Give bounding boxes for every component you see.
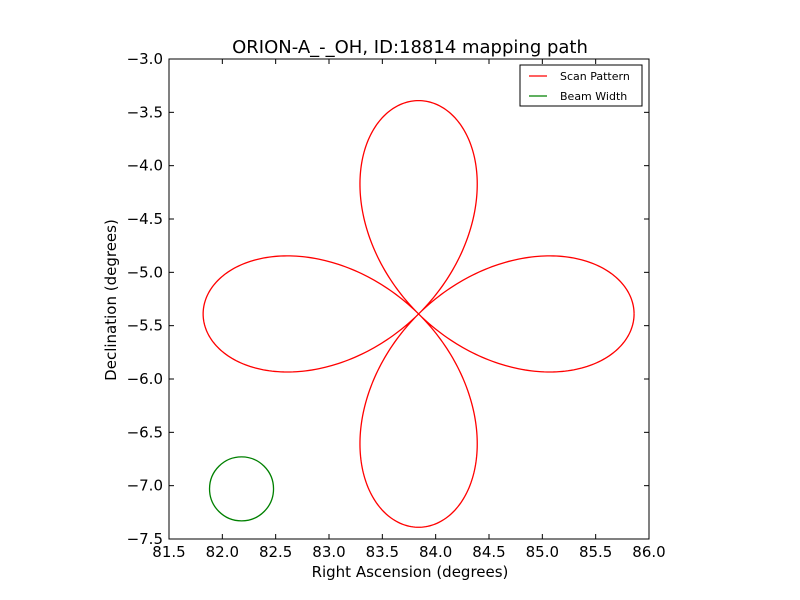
y-tick-label: −4.0 — [127, 157, 163, 175]
x-tick-label: 85.5 — [579, 543, 612, 561]
plot-area — [168, 58, 650, 540]
series-scan-pattern — [202, 99, 635, 528]
legend-label: Scan Pattern — [560, 70, 630, 83]
y-tick-label: −7.0 — [127, 477, 163, 495]
y-tick-label: −3.5 — [127, 103, 163, 121]
x-tick-label: 85.0 — [526, 543, 559, 561]
y-axis: −3.0 −3.5 −4.0 −4.5 −5.0 −5.5 −6.0 −6.5 −7.0 −7.5 — [127, 50, 649, 548]
y-tick-label: −5.0 — [127, 263, 163, 281]
x-tick-label: 82.5 — [259, 543, 292, 561]
legend: Scan Pattern Beam Width — [519, 64, 643, 107]
y-tick-label: −7.5 — [127, 530, 163, 548]
x-tick-label: 84.0 — [419, 543, 452, 561]
legend-box — [519, 64, 643, 107]
axes-frame — [168, 58, 650, 540]
chart-title: ORION-A_-_OH, ID:18814 mapping path — [232, 37, 588, 58]
x-axis-label: Right Ascension (degrees) — [312, 563, 509, 581]
y-tick-label: −3.0 — [127, 50, 163, 68]
x-tick-label: 84.5 — [472, 543, 505, 561]
x-tick-label: 83.0 — [312, 543, 345, 561]
y-tick-label: −6.5 — [127, 423, 163, 441]
y-tick-label: −4.5 — [127, 210, 163, 228]
x-tick-label: 86.0 — [632, 543, 665, 561]
x-tick-label: 81.5 — [152, 543, 185, 561]
y-axis-label: Declination (degrees) — [102, 219, 120, 381]
y-tick-label: −6.0 — [127, 370, 163, 388]
legend-label: Beam Width — [560, 90, 627, 103]
y-tick-label: −5.5 — [127, 317, 163, 335]
x-tick-label: 82.0 — [206, 543, 239, 561]
series-beam-width — [208, 456, 275, 522]
x-axis: 81.5 82.0 82.5 83.0 83.5 84.0 84.5 85.0 85.5 86.0 — [152, 59, 666, 561]
x-tick-label: 83.5 — [366, 543, 399, 561]
